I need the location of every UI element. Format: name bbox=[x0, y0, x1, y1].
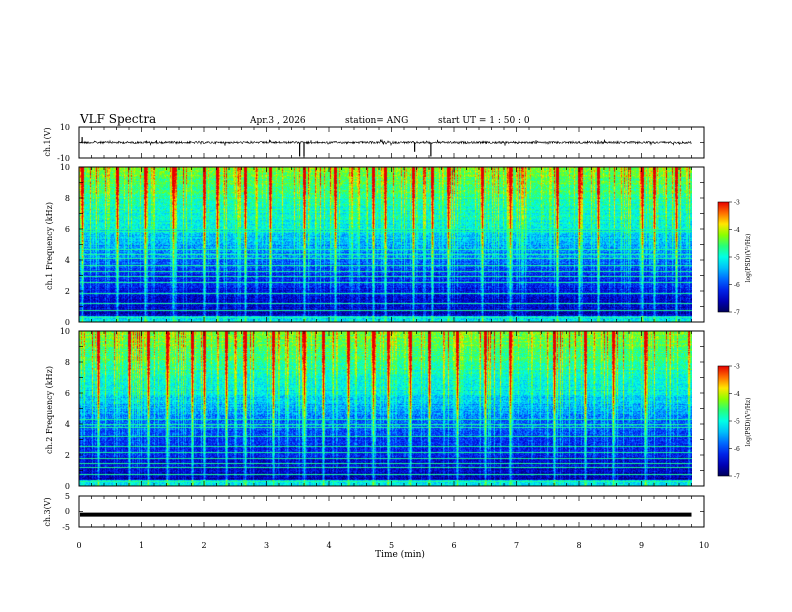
x-tick-label: 5 bbox=[389, 541, 394, 550]
ch1-ytick-bottom: -10 bbox=[57, 154, 70, 163]
ch1-colorbar-gradient bbox=[717, 201, 730, 313]
ch2-colorbar-label: log(PSD)(V²/Hz) bbox=[745, 398, 752, 447]
ch2-spectrogram-heatmap bbox=[79, 331, 692, 486]
date-label: Apr.3 , 2026 bbox=[249, 116, 306, 126]
ch1-spectrogram-ytick-labels: 0 2 4 6 8 10 bbox=[60, 163, 70, 327]
colorbar-tick-label: -3 bbox=[734, 200, 740, 207]
y-tick-label: 6 bbox=[65, 225, 70, 234]
x-tick-label: 0 bbox=[76, 541, 81, 550]
colorbar-tick-label: -3 bbox=[734, 364, 740, 371]
x-tick-label: 1 bbox=[139, 541, 144, 550]
x-axis-tick-labels: 0 1 2 3 4 5 6 7 8 9 10 bbox=[76, 541, 709, 550]
y-tick-label: 0 bbox=[65, 318, 70, 327]
ch1-spectrogram-canvas-wrap bbox=[79, 167, 692, 322]
figure-title: VLF Spectra bbox=[79, 112, 156, 126]
y-tick-label: 10 bbox=[60, 163, 70, 172]
colorbar-tick-label: -6 bbox=[734, 446, 740, 453]
ch1-spectrogram-heatmap bbox=[79, 167, 692, 322]
y-tick-label: 8 bbox=[65, 194, 70, 203]
y-tick-label: 2 bbox=[65, 287, 70, 296]
ch1-colorbar: -3 -4 -5 -6 -7 log(PSD)(V²/Hz) bbox=[717, 200, 752, 317]
ch3-ytick-bottom: -5 bbox=[62, 523, 70, 532]
ch3-waveform-panel: 5 0 -5 ch.3(V) bbox=[43, 492, 705, 532]
y-tick-label: 6 bbox=[65, 389, 70, 398]
ch2-spectrogram-ticks bbox=[78, 330, 705, 487]
ch3-waveform-ticks bbox=[78, 495, 705, 528]
ch1-ylabel: ch.1(V) bbox=[43, 127, 52, 156]
x-tick-label: 7 bbox=[514, 541, 519, 550]
colorbar-tick-label: -5 bbox=[734, 255, 740, 262]
ch2-colorbar-gradient bbox=[717, 365, 730, 477]
y-tick-label: 2 bbox=[65, 451, 70, 460]
x-tick-label: 4 bbox=[326, 541, 331, 550]
ch2-spectrogram-canvas-wrap bbox=[79, 331, 692, 486]
ch2-spectrogram-ytick-labels: 0 2 4 6 8 10 bbox=[60, 327, 70, 491]
y-tick-label: 10 bbox=[60, 327, 70, 336]
station-label: station= ANG bbox=[345, 116, 408, 126]
y-tick-label: 8 bbox=[65, 358, 70, 367]
x-axis-label: Time (min) bbox=[375, 549, 425, 560]
x-tick-label: 10 bbox=[699, 541, 709, 550]
x-tick-label: 6 bbox=[451, 541, 456, 550]
x-tick-label: 9 bbox=[639, 541, 644, 550]
ch1-waveform-trace bbox=[80, 137, 692, 157]
colorbar-tick-label: -7 bbox=[734, 474, 740, 481]
y-tick-label: 4 bbox=[65, 420, 70, 429]
colorbar-tick-label: -7 bbox=[734, 310, 740, 317]
y-tick-label: 0 bbox=[65, 482, 70, 491]
x-tick-label: 8 bbox=[576, 541, 581, 550]
colorbar-tick-label: -5 bbox=[734, 419, 740, 426]
ch1-waveform-line bbox=[80, 139, 692, 147]
ch1-spectrogram-panel: 0 2 4 6 8 10 ch.1 Frequency (kHz) bbox=[45, 163, 705, 327]
ch2-spectrogram-ylabel: ch.2 Frequency (kHz) bbox=[45, 366, 54, 454]
x-tick-label: 3 bbox=[264, 541, 269, 550]
x-tick-label: 2 bbox=[201, 541, 206, 550]
ch2-spectrogram-panel: 0 2 4 6 8 10 ch.2 Frequency (kHz) bbox=[45, 327, 705, 491]
ch1-spectrogram-ticks bbox=[78, 166, 705, 323]
start-ut-label: start UT = 1 : 50 : 0 bbox=[438, 116, 530, 126]
colorbar-tick-label: -4 bbox=[734, 227, 740, 234]
colorbar-tick-label: -6 bbox=[734, 282, 740, 289]
ch3-ylabel: ch.3(V) bbox=[43, 497, 52, 526]
ch3-ytick-mid: 0 bbox=[65, 507, 70, 516]
ch1-ytick-top: 10 bbox=[60, 123, 70, 132]
ch1-spectrogram-ylabel: ch.1 Frequency (kHz) bbox=[45, 202, 54, 290]
ch3-ytick-top: 5 bbox=[65, 492, 70, 501]
ch1-colorbar-ticks: -3 -4 -5 -6 -7 bbox=[729, 200, 740, 317]
ch2-colorbar: -3 -4 -5 -6 -7 log(PSD)(V²/Hz) bbox=[717, 364, 752, 481]
y-tick-label: 4 bbox=[65, 256, 70, 265]
ch2-colorbar-ticks: -3 -4 -5 -6 -7 bbox=[729, 364, 740, 481]
ch1-colorbar-label: log(PSD)(V²/Hz) bbox=[745, 234, 752, 283]
colorbar-tick-label: -4 bbox=[734, 391, 740, 398]
ch1-waveform-ticks bbox=[78, 126, 705, 159]
ch1-waveform-panel: 10 -10 ch.1(V) bbox=[43, 123, 705, 163]
